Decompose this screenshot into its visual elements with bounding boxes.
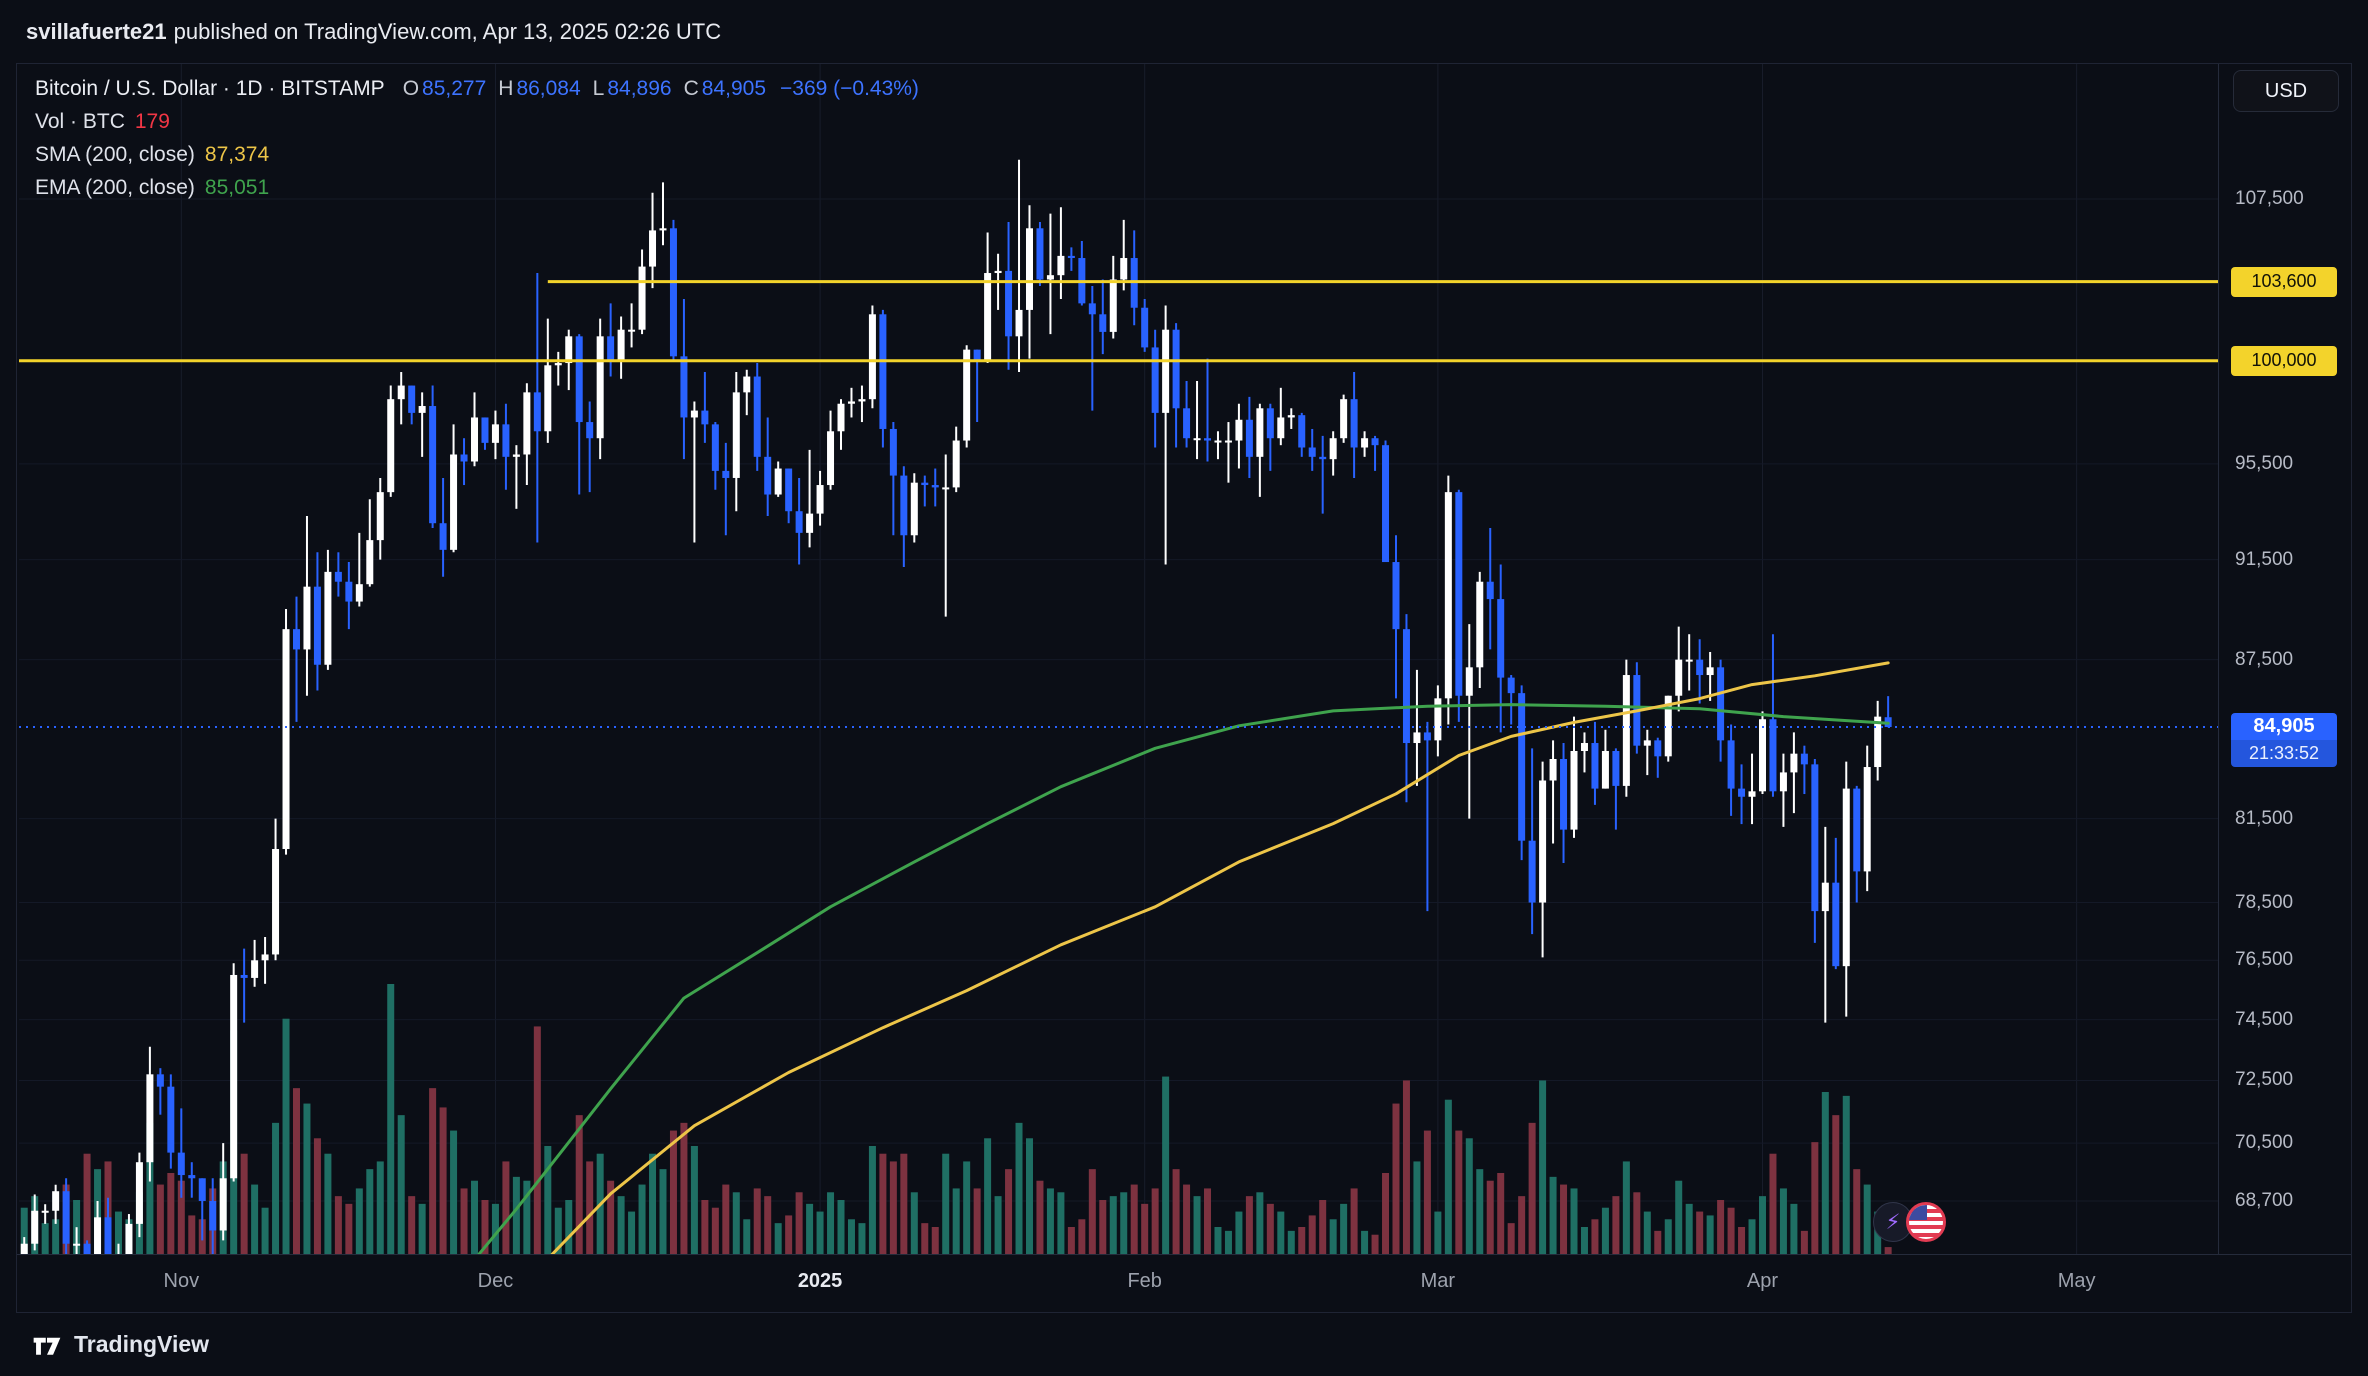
ema-label: EMA (200, close) [35,175,195,199]
ema-value: 85,051 [204,175,270,199]
bar-countdown: 21:33:52 [2231,740,2337,767]
publisher-username[interactable]: svillafuerte21 [26,18,167,44]
event-markers: ⚡ [1873,1202,1946,1242]
volume-label: Vol · BTC [35,109,125,133]
change-value: −369 (−0.43%) [780,76,919,100]
time-axis-label: Nov [163,1270,200,1292]
level-price-badge: 100,000 [2231,345,2337,376]
price-tick-label: 74,500 [2235,1008,2294,1030]
footer-bar: TradingView [0,1313,2368,1376]
price-tick-label: 78,500 [2235,891,2294,913]
candles-series [20,159,1892,1254]
symbol-title: Bitcoin / U.S. Dollar · 1D · BITSTAMP [35,76,385,100]
publish-info: published on TradingView.com, Apr 13, 20… [173,18,722,44]
price-tick-label: 87,500 [2235,648,2294,670]
time-axis-label: 2025 [797,1270,843,1292]
price-tick-label: 91,500 [2235,548,2294,570]
us-flag-canton [1909,1205,1927,1220]
legend-sma-row[interactable]: SMA (200, close) 87,374 [35,138,919,171]
level-lines [19,280,2218,363]
sma-label: SMA (200, close) [35,142,195,166]
last-price-badge: 84,905 21:33:52 [2231,713,2337,767]
ohlc-open: O 85,277 [402,76,487,100]
moving-averages [477,661,1890,1254]
price-tick-label: 107,500 [2235,187,2304,209]
currency-toggle-button[interactable]: USD [2233,70,2339,112]
price-tick-label: 70,500 [2235,1132,2294,1154]
tradingview-brand-link[interactable]: TradingView [30,1328,209,1362]
us-economic-event-icon[interactable] [1906,1202,1946,1242]
price-tick-label: 95,500 [2235,452,2294,474]
time-axis-label: Mar [1420,1270,1456,1292]
volume-series [20,984,1892,1254]
time-axis-label: Dec [477,1270,514,1292]
header-bar: svillafuerte21 published on TradingView.… [0,0,2368,63]
price-tick-label: 76,500 [2235,949,2294,971]
time-axis-label: May [2057,1270,2096,1292]
tradingview-logo-icon [33,1337,61,1355]
grid [19,64,2218,1254]
volume-value: 179 [134,109,170,133]
price-axis[interactable]: USD 84,905 21:33:52 107,500 95,500 91,500 8… [2218,64,2352,1254]
time-axis-label: Apr [1746,1270,1779,1292]
last-price-label: 84,905 [2231,713,2337,740]
price-tick-label: 68,700 [2235,1189,2294,1211]
legend-ema-row[interactable]: EMA (200, close) 85,051 [35,171,919,204]
ohlc-high: H 86,084 [498,76,581,100]
sma-value: 87,374 [204,142,270,166]
price-tick-label: 72,500 [2235,1069,2294,1091]
price-tick-label: 81,500 [2235,807,2294,829]
time-axis[interactable]: Nov Dec 2025 Feb Mar Apr May [17,1254,2351,1313]
brand-name: TradingView [74,1331,210,1357]
time-axis-label: Feb [1127,1270,1162,1292]
candlestick-svg [19,64,2218,1254]
ohlc-close: C 84,905 [683,76,766,100]
level-price-badge: 103,600 [2231,266,2337,297]
ohlc-low: L 84,896 [592,76,672,100]
legend-volume-row[interactable]: Vol · BTC 179 [35,105,919,138]
